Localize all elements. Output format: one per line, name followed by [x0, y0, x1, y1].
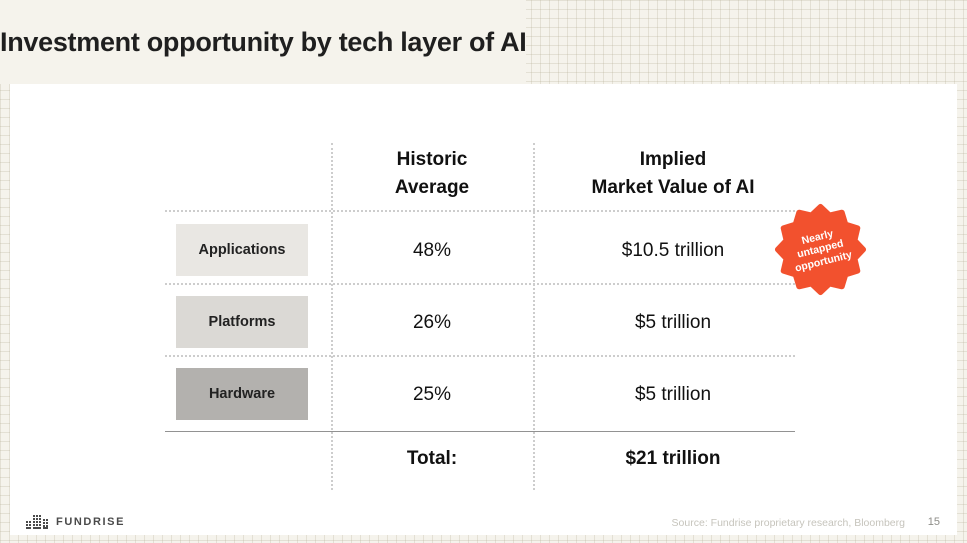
header-line: Historic	[396, 149, 468, 170]
nearly-untapped-opportunity-badge: Nearly untapped opportunity	[774, 203, 867, 296]
fundrise-wordmark: FUNDRISE	[56, 515, 126, 528]
row-divider-3	[165, 355, 795, 357]
cell-platforms-implied-value: $5 trillion	[634, 312, 712, 333]
column-divider-2	[533, 143, 535, 490]
cell-applications-implied-value: $10.5 trillion	[621, 240, 725, 261]
fundrise-logo: FUNDRISE	[26, 514, 125, 529]
row-label-applications: Applications	[176, 224, 308, 276]
row-divider-1	[165, 210, 795, 212]
column-header-implied-market-value: Implied Market Value of AI	[533, 146, 813, 202]
column-divider-1	[331, 143, 333, 490]
cell-hardware-implied-value: $5 trillion	[634, 384, 712, 405]
header-line: Average	[394, 177, 470, 198]
page-number: 15	[927, 516, 940, 528]
cell-platforms-historic-average: 26%	[412, 312, 452, 333]
row-label-hardware: Hardware	[176, 368, 308, 420]
total-separator-line	[165, 431, 795, 432]
total-label: Total:	[406, 448, 458, 469]
total-value: $21 trillion	[625, 448, 721, 469]
column-header-historic-average: Historic Average	[331, 146, 533, 202]
header-line: Implied	[639, 149, 707, 170]
row-label-platforms: Platforms	[176, 296, 308, 348]
content-card	[10, 84, 957, 535]
seal-starburst-icon	[774, 203, 867, 296]
row-divider-2	[165, 283, 795, 285]
cell-hardware-historic-average: 25%	[412, 384, 452, 405]
slide-title: Investment opportunity by tech layer of …	[0, 0, 527, 84]
buildings-icon	[26, 515, 48, 529]
cell-applications-historic-average: 48%	[412, 240, 452, 261]
source-attribution: Source: Fundrise proprietary research, B…	[671, 517, 905, 529]
header-line: Market Value of AI	[591, 177, 755, 198]
